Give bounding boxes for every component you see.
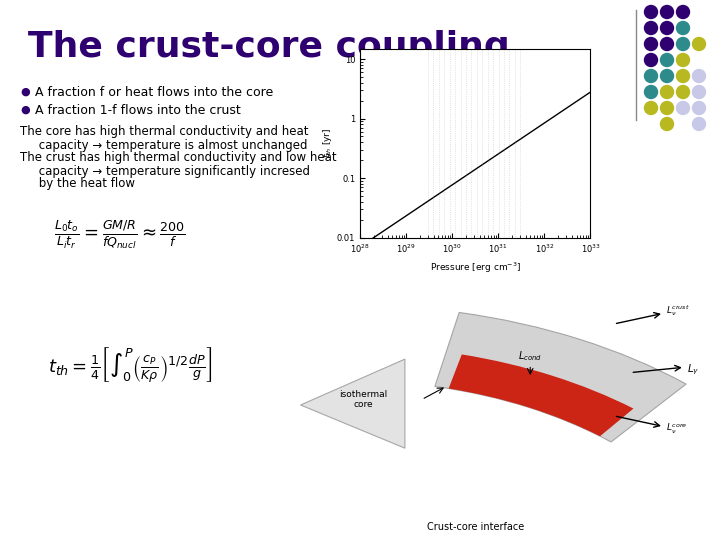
Text: capacity → temperature is almost unchanged: capacity → temperature is almost unchang… bbox=[20, 138, 307, 152]
Text: The crust has high thermal conductivity and low heat: The crust has high thermal conductivity … bbox=[20, 152, 337, 165]
Text: $L_{cond}$: $L_{cond}$ bbox=[518, 349, 542, 363]
Text: $t_{th} = \frac{1}{4} \left[ \int_0^P \left( \frac{c_P}{K\rho} \right)^{1/2} \fr: $t_{th} = \frac{1}{4} \left[ \int_0^P \l… bbox=[48, 345, 212, 384]
Text: $L_\nu^{crust}$: $L_\nu^{crust}$ bbox=[666, 303, 690, 318]
Circle shape bbox=[693, 37, 706, 51]
Text: The core has high thermal conductivity and heat: The core has high thermal conductivity a… bbox=[20, 125, 308, 138]
Text: $L_\gamma$: $L_\gamma$ bbox=[687, 363, 699, 377]
Circle shape bbox=[644, 85, 657, 98]
Polygon shape bbox=[300, 359, 405, 448]
Text: A fraction f or heat flows into the core: A fraction f or heat flows into the core bbox=[35, 85, 274, 98]
Text: The crust-core coupling: The crust-core coupling bbox=[28, 30, 510, 64]
Circle shape bbox=[677, 5, 690, 18]
Circle shape bbox=[693, 85, 706, 98]
Circle shape bbox=[644, 5, 657, 18]
Circle shape bbox=[677, 53, 690, 66]
Text: by the heat flow: by the heat flow bbox=[20, 178, 135, 191]
Circle shape bbox=[660, 118, 673, 131]
Circle shape bbox=[660, 102, 673, 114]
Circle shape bbox=[644, 102, 657, 114]
Circle shape bbox=[677, 102, 690, 114]
Circle shape bbox=[677, 85, 690, 98]
Circle shape bbox=[660, 37, 673, 51]
Circle shape bbox=[660, 53, 673, 66]
Text: A fraction 1-f flows into the crust: A fraction 1-f flows into the crust bbox=[35, 104, 240, 117]
Text: isothermal
core: isothermal core bbox=[339, 390, 387, 409]
Text: $\frac{L_0 t_o}{L_i t_r} = \frac{GM/R}{f Q_{nucl}} \approx \frac{200}{f}$: $\frac{L_0 t_o}{L_i t_r} = \frac{GM/R}{f… bbox=[54, 219, 186, 252]
Circle shape bbox=[693, 102, 706, 114]
Circle shape bbox=[693, 70, 706, 83]
Circle shape bbox=[660, 22, 673, 35]
Circle shape bbox=[644, 22, 657, 35]
Circle shape bbox=[660, 85, 673, 98]
Text: capacity → temperature significantly incresed: capacity → temperature significantly inc… bbox=[20, 165, 310, 178]
Text: $L_\nu^{core}$: $L_\nu^{core}$ bbox=[666, 422, 687, 436]
Y-axis label: $t_{th}$ [yr]: $t_{th}$ [yr] bbox=[321, 128, 334, 158]
Circle shape bbox=[677, 37, 690, 51]
X-axis label: Pressure [erg cm$^{-3}$]: Pressure [erg cm$^{-3}$] bbox=[430, 260, 521, 275]
Text: ●: ● bbox=[20, 87, 30, 97]
Wedge shape bbox=[449, 354, 634, 436]
Text: Crust-core interface: Crust-core interface bbox=[427, 522, 525, 531]
Text: ●: ● bbox=[20, 105, 30, 115]
Circle shape bbox=[660, 5, 673, 18]
Circle shape bbox=[677, 70, 690, 83]
Circle shape bbox=[644, 53, 657, 66]
Circle shape bbox=[677, 22, 690, 35]
Circle shape bbox=[693, 118, 706, 131]
Circle shape bbox=[644, 70, 657, 83]
Circle shape bbox=[644, 37, 657, 51]
Wedge shape bbox=[435, 313, 686, 442]
Circle shape bbox=[660, 70, 673, 83]
